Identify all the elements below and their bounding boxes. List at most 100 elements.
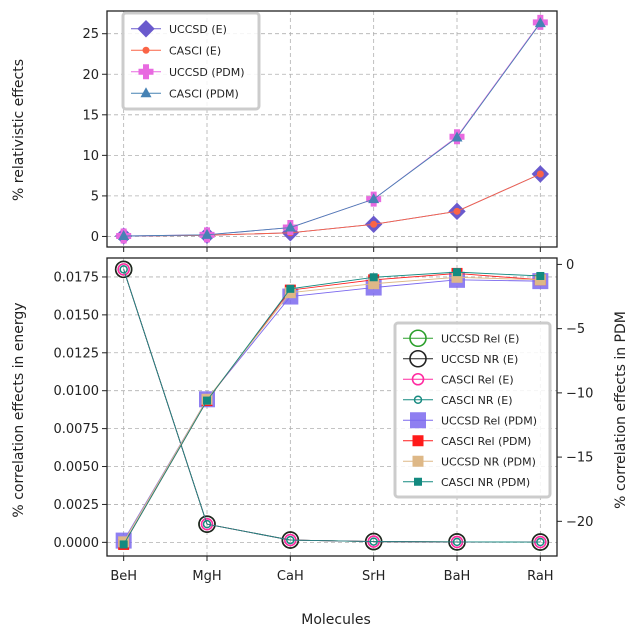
legend-label: UCCSD (E)	[169, 23, 227, 36]
bottom-right-y-axis-label: % correlation effects in PDM	[613, 311, 629, 509]
top-y-axis-label: % relativistic effects	[11, 59, 27, 201]
series-casci-nr-e	[119, 265, 545, 547]
axes-frame	[106, 10, 558, 248]
legend-item-casci-pdm: CASCI (PDM)	[131, 87, 239, 100]
legend-item-uccsd-nr-pdm: UCCSD NR (PDM)	[403, 455, 536, 468]
y-tick-label: 0.0050	[54, 460, 100, 475]
legend-label: UCCSD (PDM)	[169, 66, 245, 79]
legend-marker	[412, 455, 424, 467]
legend-item-casci-nr-e: CASCI NR (E)	[403, 394, 513, 407]
right-y-tick-label: −15	[566, 451, 593, 466]
data-point-casci-nr-e-srh	[369, 537, 378, 546]
legend-label: CASCI NR (E)	[441, 394, 513, 407]
legend-item-uccsd-nr-e: UCCSD NR (E)	[403, 349, 518, 368]
legend-marker	[411, 372, 425, 386]
legend-label: CASCI Rel (E)	[441, 373, 514, 386]
series-line-casci-e	[123, 173, 541, 237]
data-point-casci-pdm-beh	[118, 230, 130, 241]
legend: UCCSD Rel (E) UCCSD NR (E) CASCI Rel (E) CA…	[393, 321, 552, 499]
legend-item-casci-nr-pdm: CASCI NR (PDM)	[403, 476, 530, 489]
x-axis-label: Molecules	[301, 612, 371, 627]
y-tick-label: 0.0125	[54, 346, 100, 361]
legend-item-uccsd-e: UCCSD (E)	[131, 20, 227, 38]
data-point-casci-e-srh	[370, 220, 378, 228]
data-point-casci-nr-e-beh	[119, 265, 128, 274]
data-point-casci-pdm-cah	[284, 221, 296, 232]
data-point-casci-e-rah	[536, 170, 544, 178]
data-point-casci-nr-e-bah	[452, 537, 462, 547]
data-point-casci-nr-e-rah	[536, 537, 545, 547]
x-tick-label-srh: SrH	[362, 569, 385, 584]
series-casci-pdm	[118, 17, 546, 241]
legend-label: CASCI NR (PDM)	[441, 476, 530, 489]
legend-item-uccsd-rel-pdm: UCCSD Rel (PDM)	[403, 412, 537, 429]
data-point-casci-nr-pdm-bah	[453, 268, 461, 277]
x-tick-label-rah: RaH	[527, 569, 554, 584]
y-tick-label: 25	[82, 27, 99, 42]
data-point-casci-nr-pdm-mgh	[203, 396, 211, 405]
legend: UCCSD (E) CASCI (E) UCCSD (PDM) CASCI (PDM)	[121, 11, 261, 111]
legend-label: CASCI (PDM)	[169, 87, 239, 100]
grid	[107, 11, 557, 247]
legend-marker	[138, 64, 154, 80]
data-point-casci-nr-pdm-cah	[286, 284, 295, 293]
data-point-uccsd-nr-e-beh	[114, 260, 133, 279]
axes-frame	[106, 257, 558, 557]
y-tick-label: 0.0175	[54, 270, 100, 285]
legend-marker	[412, 435, 424, 447]
y-tick-label: 0.0100	[54, 384, 100, 399]
data-point-casci-rel-e-mgh	[200, 517, 214, 531]
data-point-uccsd-nr-e-mgh	[198, 515, 216, 533]
legend-item-casci-e: CASCI (E)	[131, 44, 221, 57]
x-tick-label-cah: CaH	[277, 569, 304, 584]
series-line-uccsd-nr-pdm	[123, 276, 541, 543]
y-tick-label: 15	[82, 108, 99, 123]
right-y-tick-label: −10	[566, 386, 593, 401]
series-line-casci-pdm	[123, 22, 541, 237]
data-point-casci-pdm-rah	[534, 17, 546, 28]
legend-label: CASCI Rel (PDM)	[441, 435, 531, 448]
y-tick-label: 0.0000	[54, 536, 100, 551]
data-point-casci-pdm-mgh	[201, 228, 213, 239]
x-tick-label-mgh: MgH	[192, 569, 221, 584]
legend-item-casci-rel-pdm: CASCI Rel (PDM)	[403, 435, 531, 448]
y-tick-label: 0	[91, 230, 99, 245]
data-point-casci-pdm-bah	[451, 131, 463, 142]
y-tick-label: 5	[91, 189, 99, 204]
data-point-casci-pdm-srh	[368, 193, 380, 204]
top-panel-relativistic-effects: 0 5 10 15 20 25 UCCSD (E) CASCI (E) UCCSD (PDM) C…	[82, 10, 558, 252]
legend-marker	[410, 412, 426, 429]
y-tick-label: 0.0075	[54, 422, 100, 437]
data-point-casci-nr-pdm-beh	[119, 540, 128, 549]
series-casci-e	[120, 170, 544, 240]
legend-marker	[137, 20, 155, 38]
legend-item-uccsd-pdm: UCCSD (PDM)	[131, 64, 245, 80]
series-line-uccsd-e	[123, 173, 541, 237]
legend-marker	[409, 349, 427, 368]
x-tick-label-beh: BeH	[110, 569, 137, 584]
x-tick-label-bah: BaH	[444, 569, 471, 584]
series-casci-nr-pdm	[119, 268, 545, 549]
bottom-panel-correlation-effects: 0.0000 0.0025 0.0050 0.0075 0.0100 0.0125 0.01…	[54, 257, 593, 584]
right-y-tick-label: −20	[566, 515, 593, 530]
data-point-casci-nr-pdm-srh	[369, 273, 378, 282]
bottom-y-axis-label: % correlation effects in energy	[11, 302, 27, 517]
legend-marker	[140, 87, 152, 98]
legend-label: UCCSD Rel (E)	[441, 332, 519, 345]
legend-label: UCCSD Rel (PDM)	[441, 414, 537, 427]
legend-label: UCCSD NR (E)	[441, 353, 518, 366]
data-point-casci-nr-pdm-rah	[536, 271, 545, 280]
y-tick-label: 0.0150	[54, 308, 100, 323]
legend-label: UCCSD NR (PDM)	[441, 455, 536, 468]
y-tick-label: 20	[82, 68, 99, 83]
data-point-casci-rel-e-beh	[117, 263, 130, 276]
legend-item-uccsd-rel-e: UCCSD Rel (E)	[403, 329, 519, 348]
series-line-casci-nr-e	[123, 269, 541, 543]
legend-box	[121, 11, 261, 111]
legend-marker	[409, 329, 427, 348]
data-point-casci-e-bah	[453, 207, 461, 215]
y-tick-label: 0.0025	[54, 498, 100, 513]
legend-marker	[413, 395, 423, 404]
data-point-uccsd-nr-pdm-srh	[368, 278, 380, 290]
